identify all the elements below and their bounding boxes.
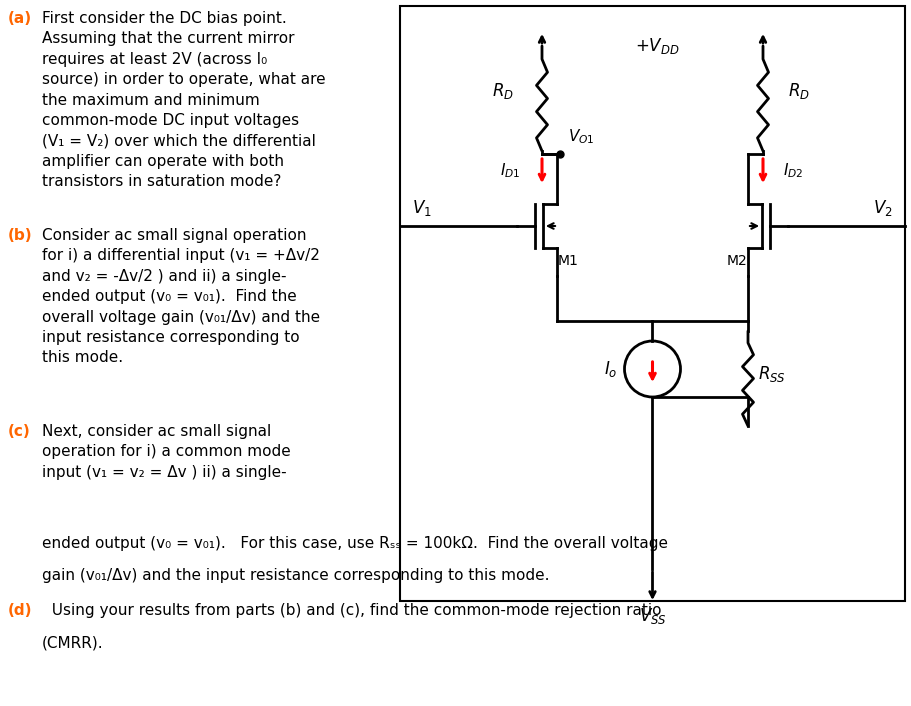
- Text: $V_{O1}$: $V_{O1}$: [568, 127, 594, 146]
- Text: $I_{D1}$: $I_{D1}$: [499, 162, 519, 180]
- Text: $R_D$: $R_D$: [492, 81, 514, 101]
- Text: $V_2$: $V_2$: [873, 198, 892, 218]
- Text: $+V_{DD}$: $+V_{DD}$: [634, 36, 679, 56]
- Text: $I_{D2}$: $I_{D2}$: [783, 162, 803, 180]
- Text: $V_{SS}$: $V_{SS}$: [638, 606, 666, 626]
- Text: First consider the DC bias point.
Assuming that the current mirror
requires at l: First consider the DC bias point. Assumi…: [42, 11, 325, 189]
- Text: $R_D$: $R_D$: [787, 81, 809, 101]
- Text: (CMRR).: (CMRR).: [42, 636, 104, 651]
- Text: (a): (a): [8, 11, 32, 26]
- Text: M2: M2: [725, 254, 746, 268]
- Text: M1: M1: [558, 254, 578, 268]
- Text: (d): (d): [8, 603, 33, 618]
- FancyBboxPatch shape: [400, 6, 904, 601]
- Text: (c): (c): [8, 424, 31, 439]
- Text: (b): (b): [8, 228, 33, 243]
- Text: Next, consider ac small signal
operation for i) a common mode
input (v₁ = v₂ = Δ: Next, consider ac small signal operation…: [42, 424, 291, 480]
- Text: gain (v₀₁/Δv) and the input resistance corresponding to this mode.: gain (v₀₁/Δv) and the input resistance c…: [42, 568, 549, 583]
- Text: ended output (v₀ = v₀₁).   For this case, use Rₛₛ = 100kΩ.  Find the overall vol: ended output (v₀ = v₀₁). For this case, …: [42, 536, 667, 551]
- Text: Consider ac small signal operation
for i) a differential input (v₁ = +Δv/2
and v: Consider ac small signal operation for i…: [42, 228, 320, 366]
- Text: Using your results from parts (b) and (c), find the common-mode rejection ratio: Using your results from parts (b) and (c…: [42, 603, 660, 618]
- Text: $I_o$: $I_o$: [603, 359, 617, 379]
- Text: $R_{SS}$: $R_{SS}$: [757, 364, 785, 383]
- Text: $V_1$: $V_1$: [412, 198, 431, 218]
